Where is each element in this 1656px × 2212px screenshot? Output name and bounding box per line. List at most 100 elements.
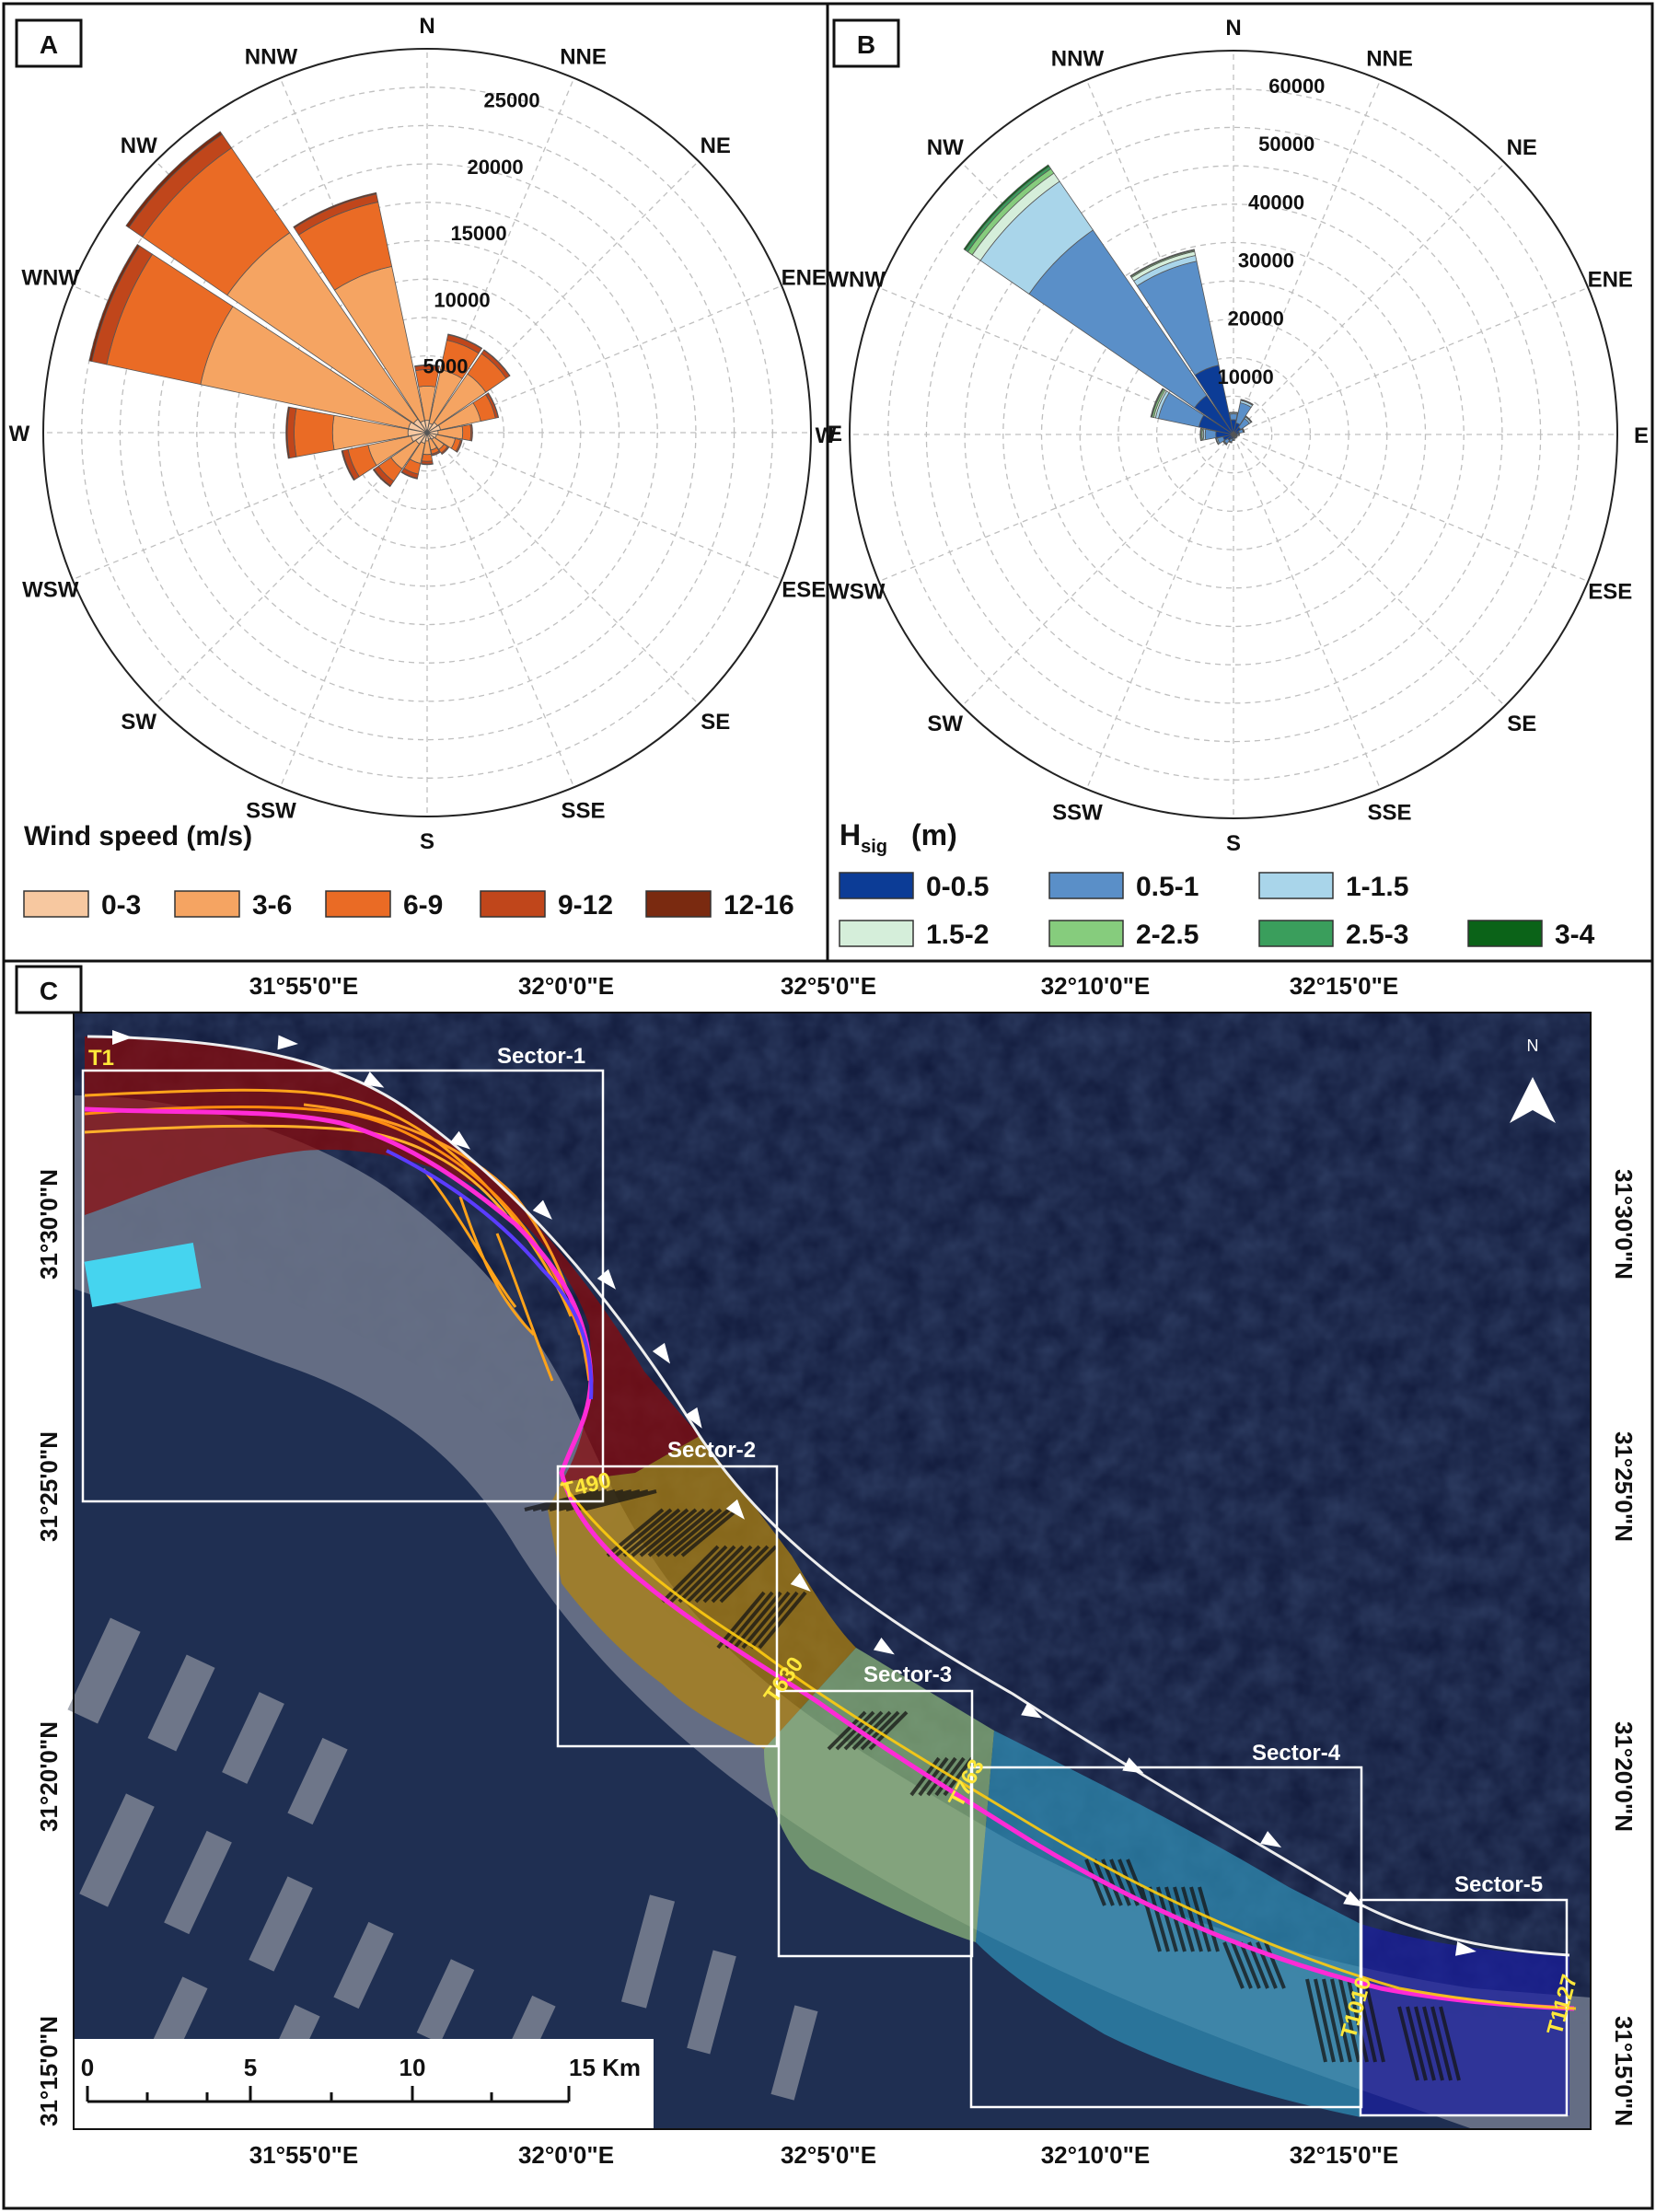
direction-label: WNW xyxy=(21,265,79,290)
scale-label-10: 10 xyxy=(400,2054,426,2081)
transect-line xyxy=(1198,1886,1220,1952)
direction-label: SE xyxy=(701,710,730,735)
transect-line xyxy=(606,1508,665,1558)
rose-wedge xyxy=(441,446,450,456)
direction-label: W xyxy=(816,423,837,448)
transect-line xyxy=(1264,1941,1286,1989)
transect-line xyxy=(1140,1886,1162,1952)
grid-spoke xyxy=(426,432,700,705)
rose-wedge xyxy=(1215,437,1219,446)
panel-letter: B xyxy=(857,30,875,59)
rose-wedge xyxy=(414,364,440,367)
panel-letter-box xyxy=(15,18,83,68)
lat-label: 31°15'0"N xyxy=(1610,2016,1638,2126)
sector-label-2: Sector-2 xyxy=(667,1438,756,1463)
legend-swatch xyxy=(1258,920,1334,947)
legend-label: 1-1.5 xyxy=(1346,872,1408,902)
direction-label: SSE xyxy=(562,798,606,823)
direction-label: N xyxy=(1225,16,1241,41)
lat-label: 31°15'0"N xyxy=(35,2016,63,2126)
legend-title-unit: (m) xyxy=(911,818,957,851)
transect-line xyxy=(1314,1978,1336,2063)
cyan-pond xyxy=(84,1242,202,1308)
transect-line xyxy=(918,1756,949,1797)
transect-line xyxy=(622,1508,681,1558)
transect-line xyxy=(677,1545,736,1604)
sector-band-2 xyxy=(548,1436,856,1749)
grid-spoke xyxy=(1085,434,1234,790)
direction-label: E xyxy=(828,422,842,446)
rose-wedge xyxy=(293,191,377,229)
direction-label: E xyxy=(1634,423,1649,448)
scale-label-15: 15 Km xyxy=(569,2054,641,2081)
rose-outer-circle xyxy=(42,48,812,817)
direction-label: NE xyxy=(1507,135,1537,160)
lat-label: 31°20'0"N xyxy=(35,1721,63,1832)
panel-letter-box xyxy=(15,965,83,1014)
sector-band-3 xyxy=(764,1648,994,1942)
grid-circle xyxy=(196,202,658,664)
baseline-arrow xyxy=(449,1130,471,1150)
legend-label: 1.5-2 xyxy=(926,920,989,950)
lat-label: 31°30'0"N xyxy=(1610,1169,1638,1280)
grid-circle xyxy=(1194,395,1273,474)
grid-circle xyxy=(234,239,620,626)
sector-labels: Sector-1 Sector-2 Sector-3 Sector-4 Sect… xyxy=(497,1044,1543,1897)
radial-tick-label: 15000 xyxy=(450,222,506,245)
rose-wedge xyxy=(341,450,355,481)
fish-ponds xyxy=(67,1617,818,2121)
transect-line xyxy=(655,1508,714,1558)
rose-wedge xyxy=(1229,413,1238,421)
grid-spoke xyxy=(1233,162,1506,435)
radial-tick-label: 10000 xyxy=(434,288,490,311)
panel-letter-box xyxy=(832,18,900,68)
transect-line xyxy=(1222,1941,1245,1989)
baseline-arrows xyxy=(112,1030,1477,1956)
legend: 0-0.5 0.5-1 1-1.5 1.5-2 2-2.5 2.5-3 3-4 xyxy=(839,872,1595,950)
transect-line xyxy=(614,1508,673,1558)
rose-wedge xyxy=(1240,399,1254,405)
rose-wedge xyxy=(1129,249,1195,277)
direction-label: ESE xyxy=(782,578,826,603)
legend-label: 2.5-3 xyxy=(1346,920,1408,950)
transect-line xyxy=(719,1545,778,1604)
transect-line xyxy=(724,1591,774,1650)
transect-line xyxy=(926,1756,957,1797)
rose-outer-circle xyxy=(849,50,1618,819)
transect-line xyxy=(1338,1978,1361,2063)
rose-wedge xyxy=(1204,428,1217,441)
baseline-arrow xyxy=(1454,1940,1477,1956)
radial-tick-label: 20000 xyxy=(1228,307,1284,330)
panel-letter: A xyxy=(40,30,58,59)
rose-wedge xyxy=(447,333,483,350)
rose-wedge xyxy=(470,423,473,442)
shoreline-blue xyxy=(386,1149,594,1400)
shoreline-orange-5 xyxy=(422,1168,554,1382)
rose-wedge xyxy=(963,164,1050,251)
lat-label: 31°30'0"N xyxy=(35,1169,63,1280)
transect-line xyxy=(1109,1859,1131,1906)
lat-labels-left: 31°30'0"N 31°25'0"N 31°20'0"N 31°15'0"N xyxy=(35,1169,63,2126)
rose-wedge xyxy=(483,349,511,376)
rose-wedge xyxy=(421,453,434,462)
rose-wedge xyxy=(487,392,500,419)
shoreline-magenta xyxy=(84,1106,1575,2011)
baseline-arrow xyxy=(1122,1757,1144,1774)
transect-line xyxy=(749,1591,799,1650)
transect-line xyxy=(1347,1978,1369,2063)
scale-bar-ticks xyxy=(86,2086,571,2102)
baseline-arrow xyxy=(112,1030,133,1045)
legend-swatch xyxy=(23,890,89,918)
direction-label: ESE xyxy=(1588,580,1632,605)
legend-title: Wind speed (m/s) xyxy=(24,821,252,851)
rose-wedge xyxy=(1242,427,1245,433)
rose-wedge xyxy=(1199,427,1202,442)
grid-circle xyxy=(1002,203,1465,666)
lat-label: 31°25'0"N xyxy=(1610,1431,1638,1542)
panel-letter: C xyxy=(40,977,58,1005)
transect-line xyxy=(631,1508,689,1558)
rose-wedge xyxy=(285,406,291,459)
lon-label: 32°10'0"E xyxy=(1041,972,1151,1000)
grid-spoke xyxy=(426,432,575,788)
